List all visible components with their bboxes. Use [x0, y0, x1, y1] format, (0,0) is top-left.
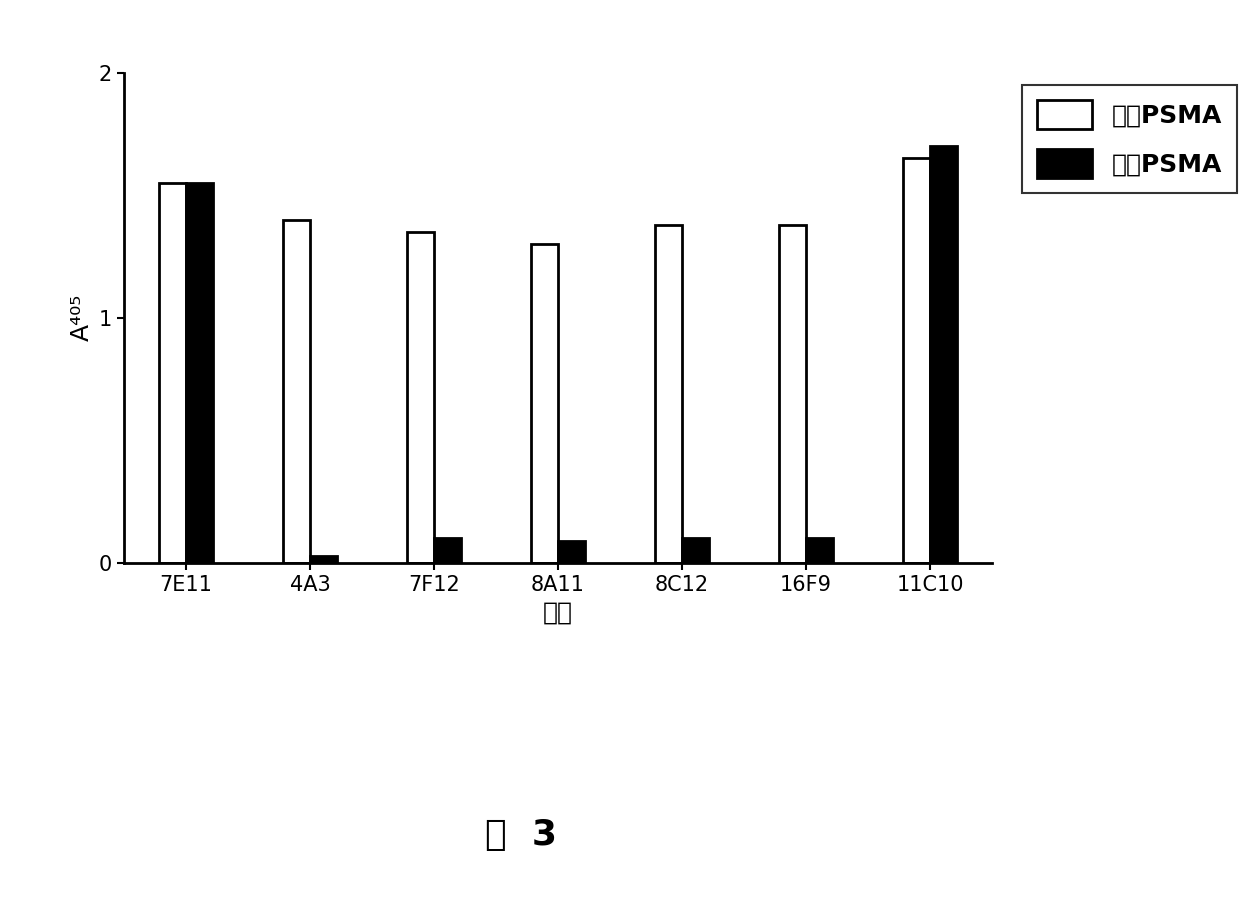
Bar	[407, 232, 434, 563]
Bar	[159, 183, 186, 563]
X-axis label: 抗体: 抗体	[543, 600, 573, 625]
Legend: 天然PSMA, 变性PSMA: 天然PSMA, 变性PSMA	[1022, 85, 1238, 192]
Bar	[558, 541, 585, 563]
Bar	[682, 538, 709, 563]
Bar	[531, 244, 558, 563]
Bar	[186, 183, 213, 563]
Bar	[779, 224, 806, 563]
Text: 图  3: 图 3	[485, 818, 557, 853]
Bar	[930, 146, 957, 563]
Bar	[434, 538, 461, 563]
Bar	[283, 220, 310, 563]
Bar	[806, 538, 833, 563]
Bar	[655, 224, 682, 563]
Y-axis label: A⁴⁰⁵: A⁴⁰⁵	[69, 294, 93, 341]
Bar	[903, 158, 930, 563]
Bar	[310, 556, 337, 563]
